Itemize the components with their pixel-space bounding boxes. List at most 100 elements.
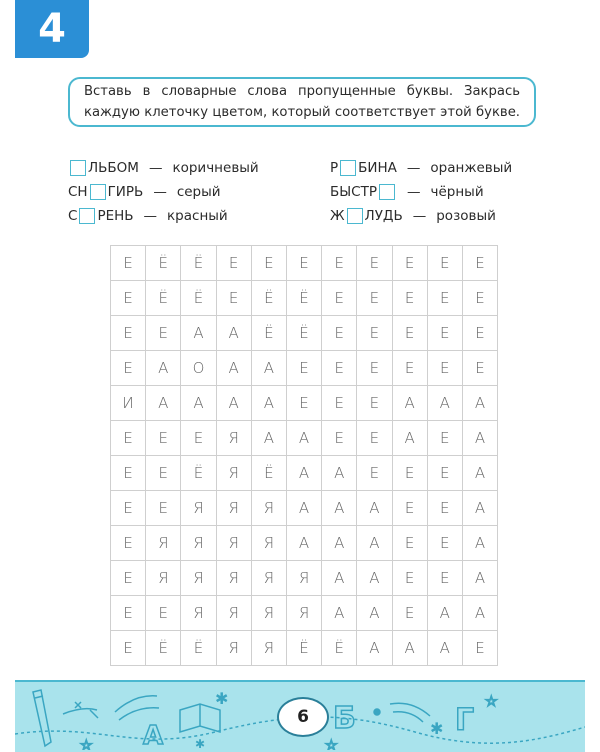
grid-cell[interactable]: А (356, 490, 393, 526)
grid-cell[interactable]: Я (145, 525, 182, 561)
grid-cell[interactable]: Е (215, 280, 252, 316)
grid-cell[interactable]: Е (109, 595, 147, 631)
grid-cell[interactable]: Е (356, 245, 393, 281)
grid-cell[interactable]: Е (426, 525, 463, 561)
grid-cell[interactable]: О (180, 350, 217, 386)
grid-cell[interactable]: А (215, 385, 252, 421)
grid-cell[interactable]: Е (215, 245, 252, 281)
grid-cell[interactable]: Е (356, 385, 393, 421)
grid-cell[interactable]: Е (145, 315, 182, 351)
grid-cell[interactable]: А (356, 595, 393, 631)
grid-cell[interactable]: Ё (285, 630, 323, 666)
grid-cell[interactable]: Я (215, 560, 252, 596)
grid-cell[interactable]: Е (391, 455, 428, 491)
grid-cell[interactable]: А (285, 455, 323, 491)
grid-cell[interactable]: Е (145, 420, 182, 456)
grid-cell[interactable]: Я (250, 595, 287, 631)
grid-cell[interactable]: Е (391, 280, 428, 316)
grid-cell[interactable]: Е (145, 455, 182, 491)
grid-cell[interactable]: Ё (250, 455, 287, 491)
grid-cell[interactable]: Е (285, 245, 323, 281)
grid-cell[interactable]: Я (250, 490, 287, 526)
grid-cell[interactable]: Я (250, 630, 287, 666)
grid-cell[interactable]: Е (285, 350, 323, 386)
grid-cell[interactable]: Е (109, 455, 147, 491)
grid-cell[interactable]: Е (391, 315, 428, 351)
grid-cell[interactable]: Е (180, 420, 217, 456)
grid-cell[interactable]: Е (321, 385, 358, 421)
grid-cell[interactable]: А (461, 420, 499, 456)
grid-cell[interactable]: Е (356, 420, 393, 456)
grid-cell[interactable]: Е (109, 245, 147, 281)
grid-cell[interactable]: А (321, 595, 358, 631)
grid-cell[interactable]: Е (356, 455, 393, 491)
grid-cell[interactable]: Е (109, 420, 147, 456)
grid-cell[interactable]: Е (426, 560, 463, 596)
grid-cell[interactable]: Я (250, 525, 287, 561)
grid-cell[interactable]: Е (145, 595, 182, 631)
grid-cell[interactable]: Е (391, 560, 428, 596)
grid-cell[interactable]: А (321, 525, 358, 561)
grid-cell[interactable]: Е (426, 245, 463, 281)
grid-cell[interactable]: А (180, 315, 217, 351)
grid-cell[interactable]: Ё (285, 280, 323, 316)
grid-cell[interactable]: А (321, 455, 358, 491)
grid-cell[interactable]: Е (461, 245, 499, 281)
grid-cell[interactable]: Е (356, 315, 393, 351)
grid-cell[interactable]: Я (215, 595, 252, 631)
grid-cell[interactable]: Е (109, 280, 147, 316)
grid-cell[interactable]: Е (391, 245, 428, 281)
grid-cell[interactable]: А (461, 490, 499, 526)
grid-cell[interactable]: Я (215, 455, 252, 491)
grid-cell[interactable]: Е (109, 350, 147, 386)
grid-cell[interactable]: Я (215, 630, 252, 666)
grid-cell[interactable]: А (461, 455, 499, 491)
grid-cell[interactable]: И (109, 385, 147, 421)
grid-cell[interactable]: А (180, 385, 217, 421)
grid-cell[interactable]: А (145, 385, 182, 421)
grid-cell[interactable]: Е (109, 630, 147, 666)
grid-cell[interactable]: Е (426, 315, 463, 351)
grid-cell[interactable]: А (461, 595, 499, 631)
grid-cell[interactable]: Е (426, 455, 463, 491)
grid-cell[interactable]: А (356, 560, 393, 596)
grid-cell[interactable]: А (426, 385, 463, 421)
missing-letter-box[interactable] (70, 160, 86, 176)
grid-cell[interactable]: Ё (145, 280, 182, 316)
grid-cell[interactable]: Е (109, 525, 147, 561)
grid-cell[interactable]: А (285, 420, 323, 456)
grid-cell[interactable]: А (461, 525, 499, 561)
missing-letter-box[interactable] (379, 184, 395, 200)
missing-letter-box[interactable] (79, 208, 96, 224)
grid-cell[interactable]: Е (461, 350, 499, 386)
grid-cell[interactable]: Я (250, 560, 287, 596)
grid-cell[interactable]: Е (461, 280, 499, 316)
missing-letter-box[interactable] (89, 184, 106, 200)
grid-cell[interactable]: Е (426, 350, 463, 386)
missing-letter-box[interactable] (346, 208, 363, 224)
grid-cell[interactable]: Е (109, 315, 147, 351)
grid-cell[interactable]: Е (321, 350, 358, 386)
grid-cell[interactable]: Е (109, 560, 147, 596)
grid-cell[interactable]: Е (391, 595, 428, 631)
grid-cell[interactable]: А (215, 350, 252, 386)
grid-cell[interactable]: А (145, 350, 182, 386)
grid-cell[interactable]: Е (426, 280, 463, 316)
grid-cell[interactable]: А (250, 385, 287, 421)
grid-cell[interactable]: А (285, 490, 323, 526)
missing-letter-box[interactable] (340, 160, 357, 176)
grid-cell[interactable]: А (215, 315, 252, 351)
grid-cell[interactable]: Е (391, 490, 428, 526)
grid-cell[interactable]: Я (215, 490, 252, 526)
grid-cell[interactable]: А (426, 595, 463, 631)
grid-cell[interactable]: Е (321, 280, 358, 316)
grid-cell[interactable]: А (356, 630, 393, 666)
grid-cell[interactable]: А (321, 490, 358, 526)
grid-cell[interactable]: Ё (250, 280, 287, 316)
grid-cell[interactable]: Ё (180, 245, 217, 281)
grid-cell[interactable]: Е (109, 490, 147, 526)
grid-cell[interactable]: Я (180, 490, 217, 526)
grid-cell[interactable]: Ё (250, 315, 287, 351)
grid-cell[interactable]: Ё (180, 630, 217, 666)
grid-cell[interactable]: Я (180, 595, 217, 631)
